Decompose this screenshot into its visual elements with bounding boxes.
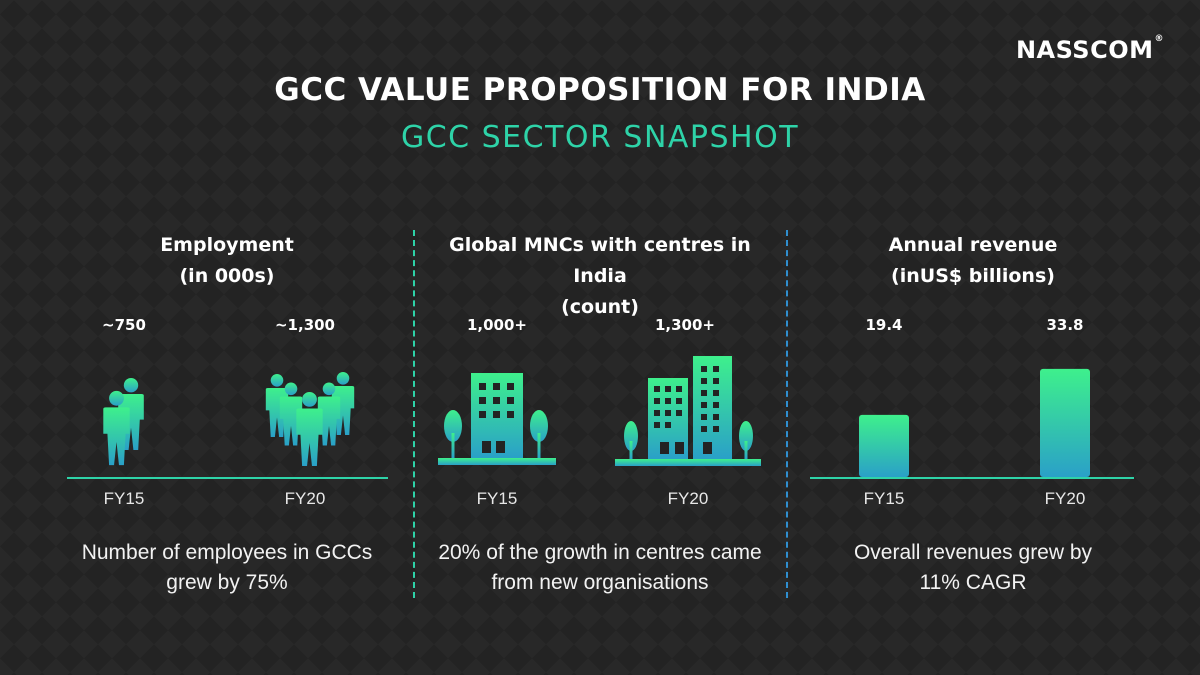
employment-value-fy20: ~1,300 — [274, 316, 335, 334]
employment-note: Number of employees in GCCs grew by 75% — [47, 538, 407, 598]
revenue-value-fy15: 19.4 — [865, 316, 903, 334]
employment-heading-unit: (in 000s) — [179, 265, 275, 287]
mncs-cat-fy20: FY20 — [667, 489, 709, 508]
mncs-note: 20% of the growth in centres came from n… — [420, 538, 780, 598]
buildings-small-icon — [438, 373, 556, 465]
revenue-bar-fy15 — [859, 414, 909, 477]
revenue-heading: Annual revenue (inUS$ billions) — [803, 230, 1143, 292]
revenue-bar-fy20 — [1040, 368, 1090, 477]
revenue-value-fy20: 33.8 — [1046, 316, 1084, 334]
revenue-note: Overall revenues grew by 11% CAGR — [793, 538, 1153, 598]
page-title: GCC VALUE PROPOSITION FOR INDIA — [274, 72, 926, 108]
employment-baseline — [67, 477, 388, 479]
mncs-heading: Global MNCs with centres in India (count… — [430, 230, 770, 323]
revenue-cat-fy15: FY15 — [863, 489, 905, 508]
revenue-heading-unit: (inUS$ billions) — [891, 265, 1055, 287]
mncs-cat-fy15: FY15 — [476, 489, 518, 508]
mncs-note-line1: 20% of the growth in centres came — [438, 541, 762, 564]
people-small-icon — [103, 378, 144, 466]
employment-heading: Employment (in 000s) — [57, 230, 397, 292]
mncs-heading-title: Global MNCs with centres in India — [449, 234, 751, 287]
registered-mark: ® — [1154, 34, 1164, 44]
mncs-value-fy20: 1,300+ — [654, 316, 715, 334]
revenue-note-line1: Overall revenues grew by — [853, 541, 1093, 564]
mncs-heading-unit: (count) — [561, 296, 639, 318]
revenue-cat-fy20: FY20 — [1044, 489, 1086, 508]
employment-heading-title: Employment — [160, 234, 294, 256]
revenue-heading-title: Annual revenue — [888, 234, 1058, 256]
employment-cat-fy20: FY20 — [284, 489, 326, 508]
revenue-bar-chart — [859, 368, 1090, 477]
mncs-value-fy15: 1,000+ — [466, 316, 527, 334]
employment-value-fy15: ~750 — [102, 316, 146, 334]
nasscom-logo: NASSCOM® — [1015, 34, 1164, 64]
page-subtitle: GCC SECTOR SNAPSHOT — [400, 120, 800, 155]
divider-right — [786, 230, 788, 598]
employment-cat-fy15: FY15 — [103, 489, 145, 508]
revenue-baseline — [810, 477, 1134, 479]
people-large-icon — [265, 372, 355, 466]
revenue-note-line2: 11% CAGR — [919, 571, 1027, 594]
employment-note-line2: grew by 75% — [166, 571, 288, 594]
brand-name: NASSCOM — [1015, 36, 1154, 64]
mncs-note-line2: from new organisations — [491, 571, 709, 594]
buildings-large-icon — [615, 356, 761, 466]
divider-left — [413, 230, 415, 598]
employment-note-line1: Number of employees in GCCs — [81, 541, 373, 564]
